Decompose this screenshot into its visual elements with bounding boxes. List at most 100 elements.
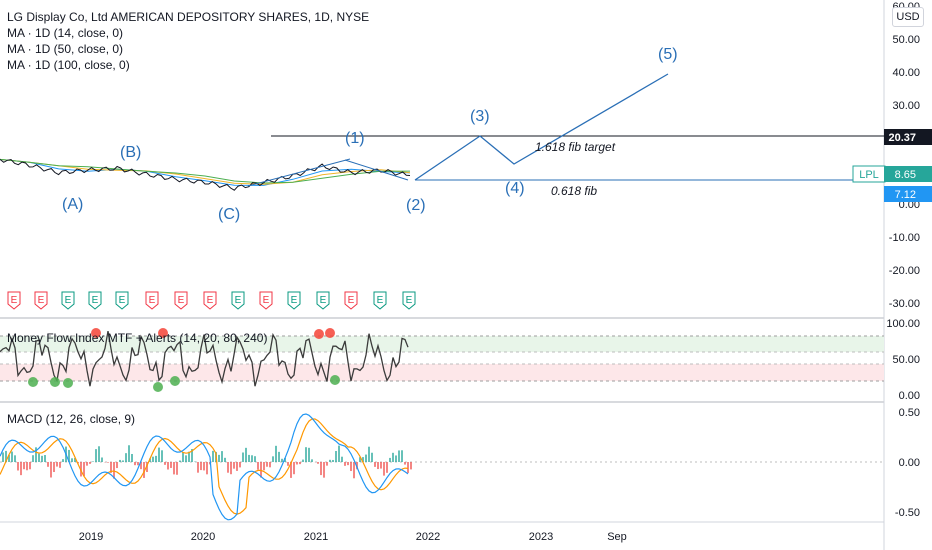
macd-hist-bar xyxy=(158,447,160,462)
macd-hist-bar xyxy=(113,462,115,479)
earnings-marker[interactable]: E xyxy=(88,291,102,310)
macd-hist-bar xyxy=(155,455,157,462)
macd-hist-bar xyxy=(344,462,346,466)
macd-hist-bar xyxy=(296,462,298,465)
macd-hist-bar xyxy=(125,453,127,462)
mfi-oversold-dot xyxy=(50,377,60,387)
time-axis[interactable]: 2019 2020 2021 2022 2023 Sep xyxy=(79,531,627,543)
x-tick-label: 2020 xyxy=(191,531,215,543)
macd-legend[interactable]: MACD (12, 26, close, 9) xyxy=(7,411,135,427)
price-series xyxy=(0,158,411,191)
macd-y-axis[interactable]: 0.50 0.00 -0.50 xyxy=(895,407,920,519)
moving-averages xyxy=(0,158,411,186)
mfi-overbought-dot xyxy=(91,328,101,338)
macd-hist-bar xyxy=(17,462,19,471)
macd-hist-bar xyxy=(323,462,325,478)
earnings-marker[interactable]: E xyxy=(145,291,159,310)
macd-hist-bar xyxy=(167,462,169,470)
x-tick-label: Sep xyxy=(607,531,627,543)
macd-hist-bar xyxy=(218,454,220,462)
macd-hist-bar xyxy=(62,459,64,462)
mfi-title: Money Flow Index MTF + Alerts (14, 20, 8… xyxy=(7,331,268,345)
macd-hist-bar xyxy=(50,462,52,478)
mfi-line xyxy=(0,330,409,387)
macd-hist-bar xyxy=(230,462,232,475)
macd-hist-bar xyxy=(2,452,4,462)
wave-projection[interactable] xyxy=(414,73,669,181)
macd-hist-bar xyxy=(242,452,244,462)
earnings-label: E xyxy=(149,295,156,306)
price-tag-lpl[interactable]: LPL 8.65 xyxy=(852,165,932,183)
macd-hist-bar xyxy=(179,460,181,462)
macd-hist-bar xyxy=(11,451,13,462)
wave-c-1-segment[interactable] xyxy=(247,158,351,187)
macd-hist-bar xyxy=(272,456,274,462)
earnings-marker[interactable]: E xyxy=(402,291,416,310)
earnings-badge xyxy=(402,291,416,310)
macd-hist-bar xyxy=(191,449,193,462)
macd-hist-bar xyxy=(338,445,340,462)
earnings-marker[interactable]: E xyxy=(174,291,188,310)
currency-selector[interactable]: USD xyxy=(892,7,924,27)
macd-hist-bar xyxy=(56,462,58,467)
earnings-label: E xyxy=(406,295,413,306)
macd-hist-bar xyxy=(44,455,46,462)
macd-hist-bar xyxy=(185,455,187,462)
macd-hist-bar xyxy=(386,462,388,473)
earnings-badge xyxy=(174,291,188,310)
earnings-marker[interactable]: E xyxy=(231,291,245,310)
earnings-marker[interactable]: E xyxy=(115,291,129,310)
macd-hist-bar xyxy=(308,447,310,462)
price-tag-fib-0618[interactable]: 7.12 xyxy=(884,186,932,202)
main-y-axis[interactable]: 60.0050.0040.0030.0020.0010.000.00-10.00… xyxy=(889,1,920,310)
macd-hist-bar xyxy=(74,457,76,462)
mfi-series xyxy=(0,330,409,387)
main-y-tick: 30.00 xyxy=(892,100,920,112)
earnings-label: E xyxy=(320,295,327,306)
macd-hist-bar xyxy=(134,462,136,466)
earnings-marker[interactable]: E xyxy=(7,291,21,310)
earnings-marker[interactable]: E xyxy=(259,291,273,310)
macd-hist-bar xyxy=(389,457,391,462)
macd-hist-bar xyxy=(8,455,10,462)
earnings-marker[interactable]: E xyxy=(287,291,301,310)
macd-histogram xyxy=(2,445,412,479)
mfi-oversold-dot xyxy=(153,382,163,392)
earnings-label: E xyxy=(263,295,270,306)
wave-label-b: (B) xyxy=(120,144,141,161)
chart-legend[interactable]: LG Display Co, Ltd AMERICAN DEPOSITORY S… xyxy=(7,9,369,73)
wave-label-1: (1) xyxy=(345,130,365,147)
earnings-marker[interactable]: E xyxy=(316,291,330,310)
macd-hist-bar xyxy=(131,453,133,462)
mfi-overbought-dot xyxy=(314,329,324,339)
macd-title: MACD (12, 26, close, 9) xyxy=(7,412,136,426)
mfi-y-axis[interactable]: 100.00 50.00 0.00 xyxy=(886,318,920,402)
macd-hist-bar xyxy=(257,462,259,470)
earnings-marker[interactable]: E xyxy=(373,291,387,310)
price-tag-fib-target[interactable]: 20.37 xyxy=(884,129,932,145)
earnings-badge xyxy=(61,291,75,310)
ma50-legend: MA · 1D (50, close, 0) xyxy=(7,42,124,56)
earnings-marker[interactable]: E xyxy=(344,291,358,310)
earnings-badge xyxy=(34,291,48,310)
wave-1-2-segment[interactable] xyxy=(344,159,409,181)
x-tick-label: 2023 xyxy=(529,531,553,543)
earnings-marker[interactable]: E xyxy=(34,291,48,310)
earnings-label: E xyxy=(348,295,355,306)
fib-target-label: 1.618 fib target xyxy=(535,140,616,154)
price-tag-fib-target-value: 20.37 xyxy=(888,132,916,144)
macd-hist-bar xyxy=(251,455,253,462)
macd-hist-bar xyxy=(14,455,16,462)
macd-hist-bar xyxy=(362,457,364,462)
mfi-legend[interactable]: Money Flow Index MTF + Alerts (14, 20, 8… xyxy=(7,330,267,346)
macd-hist-bar xyxy=(221,451,223,462)
earnings-marker[interactable]: E xyxy=(203,291,217,310)
earnings-marker[interactable]: E xyxy=(61,291,75,310)
macd-line xyxy=(0,413,409,521)
macd-hist-bar xyxy=(176,462,178,475)
macd-hist-bar xyxy=(311,459,313,462)
macd-hist-bar xyxy=(299,462,301,465)
main-y-tick: -20.00 xyxy=(889,265,920,277)
